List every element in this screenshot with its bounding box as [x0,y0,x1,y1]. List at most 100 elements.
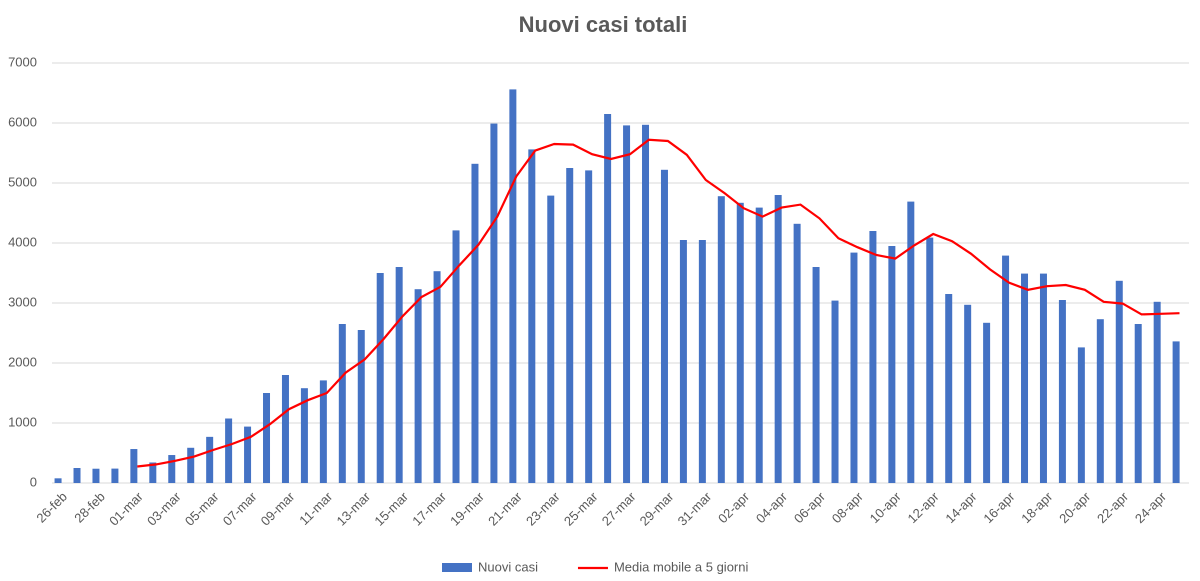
x-tick-label: 02-apr [715,488,753,526]
bar [623,125,631,484]
x-tick-label: 12-apr [905,488,943,526]
bar [566,168,574,483]
chart-title: Nuovi casi totali [519,12,688,37]
bar [926,237,934,483]
bar [736,202,744,484]
y-tick-label: 6000 [8,114,37,129]
x-tick-label: 19-mar [447,488,487,528]
bar [1002,255,1010,483]
bar [604,114,612,483]
bar [187,447,195,483]
bar [1077,347,1085,483]
x-tick-label: 27-mar [599,488,639,528]
x-tick-label: 16-apr [980,488,1018,526]
bar [149,462,157,483]
bar [642,124,650,484]
x-tick-label: 21-mar [485,488,525,528]
bar [263,393,271,483]
x-tick-label: 05-mar [182,488,222,528]
bar [168,455,176,483]
bar [319,380,327,483]
x-tick-label: 11-mar [296,488,336,528]
bar [812,267,820,483]
bar [1115,280,1123,483]
x-tick-label: 22-apr [1094,488,1132,526]
bar [547,195,555,483]
bar [793,223,801,484]
x-tick-label: 18-apr [1018,488,1056,526]
bar [698,240,706,483]
x-tick-label: 29-mar [637,488,677,528]
x-tick-label: 03-mar [144,488,184,528]
bar [1134,324,1142,483]
bar [509,89,517,484]
bar [471,163,479,484]
bar [1058,300,1066,483]
x-tick-label: 26-feb [33,489,70,526]
x-tick-label: 15-mar [371,488,411,528]
bar [433,271,441,483]
bar [338,324,346,483]
x-tick-label: 23-mar [523,488,563,528]
bar [774,195,782,483]
bar [111,468,119,483]
bar [92,468,100,483]
x-tick-label: 10-apr [867,488,905,526]
bar [395,267,403,483]
bar [1021,273,1029,483]
legend-label: Media mobile a 5 giorni [614,559,749,574]
x-tick-label: 17-mar [409,488,449,528]
bar [679,240,687,483]
x-tick-label: 08-apr [829,488,867,526]
y-tick-label: 3000 [8,294,37,309]
bar [244,426,252,483]
bar [907,201,915,483]
y-tick-label: 0 [30,474,37,489]
bar [130,449,138,483]
x-tick-label: 24-apr [1132,488,1170,526]
x-tick-label: 28-feb [71,489,108,526]
bar [414,289,422,483]
x-tick-label: 01-mar [106,488,146,528]
x-tick-label: 06-apr [791,488,829,526]
y-tick-label: 5000 [8,174,37,189]
bar [755,207,763,483]
y-tick-label: 2000 [8,354,37,369]
bar [225,418,233,483]
bar [490,123,498,483]
line [137,138,1180,468]
x-tick-label: 13-mar [333,488,373,528]
bar [888,246,896,483]
x-tick-label: 14-apr [942,488,980,526]
bar [73,468,81,483]
bar [660,169,668,484]
bar [300,388,308,483]
bar [945,294,953,483]
x-tick-label: 09-mar [258,488,298,528]
bar [54,478,62,483]
y-tick-label: 7000 [8,54,37,69]
y-tick-label: 4000 [8,234,37,249]
legend-label: Nuovi casi [478,559,538,574]
x-tick-label: 31-mar [675,488,715,528]
x-tick-label: 25-mar [561,488,601,528]
bar [281,375,289,483]
x-tick-label: 20-apr [1056,488,1094,526]
y-tick-label: 1000 [8,414,37,429]
bar [1172,341,1180,483]
bar [357,330,365,483]
bar [1039,273,1047,483]
bar [452,230,460,483]
bar [585,170,593,483]
bar [206,436,214,483]
x-tick-label: 07-mar [220,488,260,528]
bar [983,322,991,483]
bar [869,231,877,483]
bar [831,300,839,483]
bar [850,252,858,483]
bar [1096,319,1104,483]
legend-swatch [442,563,472,572]
bar [376,273,384,483]
bar [528,149,536,483]
